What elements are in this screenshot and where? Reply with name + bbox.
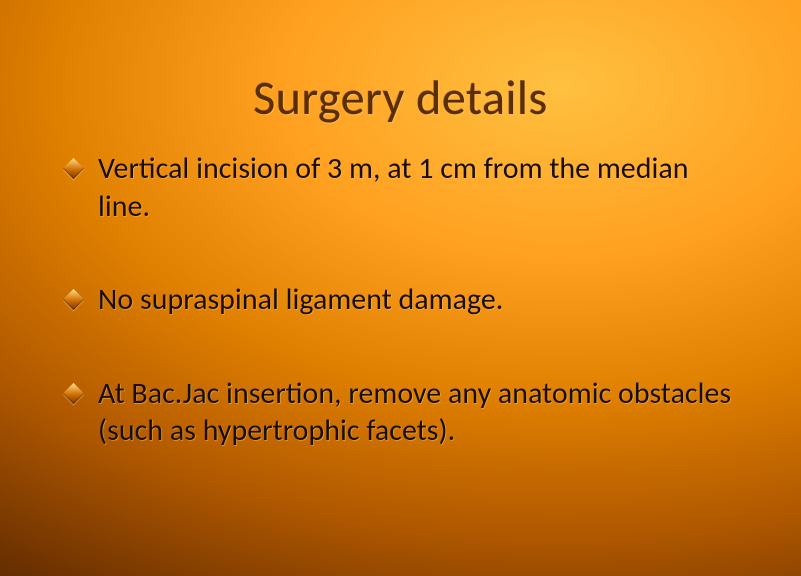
bullet-item: At Bac.Jac insertion, remove any anatomi… (62, 375, 739, 450)
slide-title: Surgery details (0, 68, 801, 127)
bullet-item: No supraspinal ligament damage. (62, 281, 739, 319)
bullet-item: Vertical incision of 3 m, at 1 cm from t… (62, 150, 739, 225)
bullet-text: No supraspinal ligament damage. (98, 281, 503, 318)
slide-body: Vertical incision of 3 m, at 1 cm from t… (62, 150, 739, 506)
slide: Surgery details Vertical incision of 3 m… (0, 0, 801, 576)
bullet-text: At Bac.Jac insertion, remove any anatomi… (98, 375, 731, 450)
bullet-text: Vertical incision of 3 m, at 1 cm from t… (98, 150, 689, 225)
